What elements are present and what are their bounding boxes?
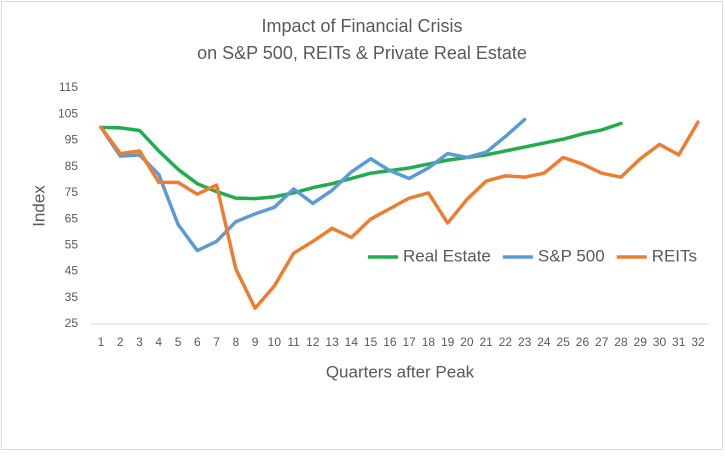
x-tick-label: 24 <box>537 335 551 349</box>
x-tick-label: 23 <box>518 335 532 349</box>
x-tick-label: 15 <box>364 335 378 349</box>
x-tick-label: 16 <box>383 335 397 349</box>
x-tick-label: 22 <box>499 335 513 349</box>
x-tick-label: 21 <box>479 335 493 349</box>
line-series <box>99 117 527 253</box>
line-series <box>99 121 623 201</box>
x-tick-label: 27 <box>595 335 609 349</box>
x-tick-label: 26 <box>576 335 590 349</box>
x-tick-label: 17 <box>402 335 416 349</box>
x-tick-label: 13 <box>325 335 339 349</box>
x-tick-label: 19 <box>441 335 455 349</box>
chart-title: on S&P 500, REITs & Private Real Estate <box>197 43 527 63</box>
x-tick-label: 32 <box>691 335 705 349</box>
y-axis-label: Index <box>29 185 48 227</box>
x-tick-label: 6 <box>194 335 201 349</box>
x-tick-label: 10 <box>268 335 282 349</box>
x-tick-label: 11 <box>287 335 300 349</box>
line-series <box>99 120 700 311</box>
x-tick-label: 28 <box>614 335 628 349</box>
y-tick-label: 75 <box>65 185 79 199</box>
legend-label: REITs <box>652 246 697 265</box>
y-tick-label: 85 <box>65 159 79 173</box>
x-tick-label: 31 <box>672 335 686 349</box>
x-tick-label: 25 <box>557 335 571 349</box>
y-tick-label: 105 <box>58 106 78 120</box>
y-tick-label: 25 <box>65 316 79 330</box>
x-tick-label: 5 <box>175 335 182 349</box>
x-tick-label: 29 <box>634 335 648 349</box>
x-tick-label: 2 <box>117 335 124 349</box>
y-tick-label: 115 <box>59 80 78 94</box>
x-tick-label: 9 <box>252 335 259 349</box>
x-tick-label: 30 <box>653 335 667 349</box>
x-tick-label: 12 <box>306 335 320 349</box>
x-tick-label: 20 <box>460 335 474 349</box>
x-tick-label: 1 <box>98 335 105 349</box>
x-tick-label: 3 <box>136 335 143 349</box>
legend-label: S&P 500 <box>538 246 605 265</box>
y-tick-label: 65 <box>65 211 79 225</box>
y-tick-label: 35 <box>65 290 79 304</box>
legend-label: Real Estate <box>403 246 491 265</box>
x-tick-label: 7 <box>213 335 220 349</box>
chart-title: Impact of Financial Crisis <box>261 16 462 36</box>
x-tick-label: 18 <box>422 335 436 349</box>
y-tick-label: 55 <box>65 238 79 252</box>
y-tick-label: 45 <box>65 264 79 278</box>
x-axis-label: Quarters after Peak <box>326 362 475 381</box>
x-tick-label: 4 <box>155 335 162 349</box>
x-tick-label: 14 <box>345 335 359 349</box>
y-tick-label: 95 <box>65 133 79 147</box>
x-tick-label: 8 <box>232 335 239 349</box>
